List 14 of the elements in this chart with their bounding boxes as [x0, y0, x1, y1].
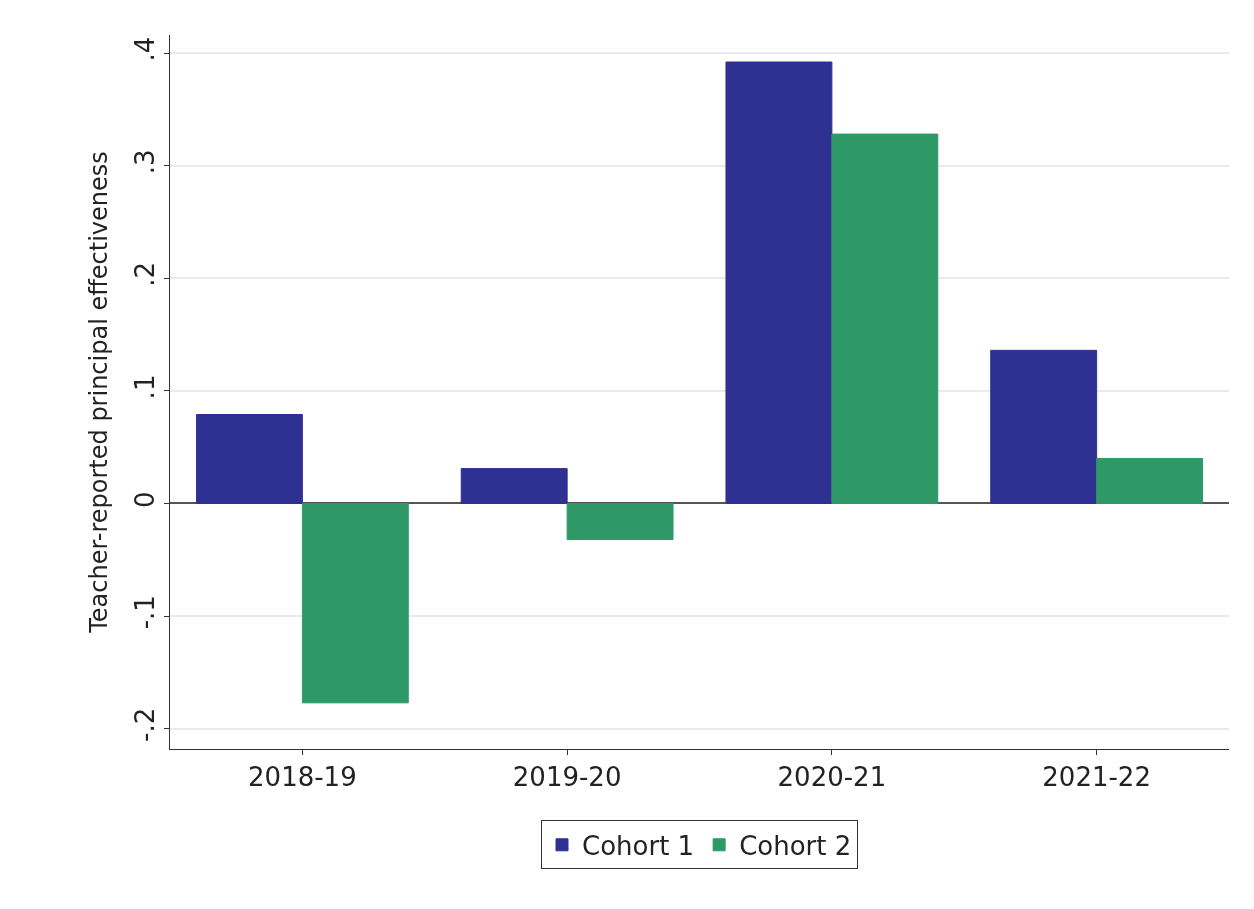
y-tick-label: 0 [129, 491, 160, 508]
y-tick-label: -.1 [129, 595, 160, 630]
x-tick-label: 2020-21 [777, 762, 887, 793]
x-tick-label: 2021-22 [1042, 762, 1151, 793]
y-axis-title: Teacher-reported principal effectiveness [84, 151, 113, 634]
legend-label: Cohort 1 [582, 830, 695, 861]
y-tick-label: .3 [129, 149, 160, 175]
legend-label: Cohort 2 [739, 830, 852, 861]
x-tick-label: 2019-20 [512, 762, 622, 793]
y-tick-label: .1 [129, 374, 160, 400]
x-tick-label: 2018-19 [248, 762, 357, 793]
y-tick-label: -.2 [129, 707, 160, 742]
y-tick-label: .4 [129, 36, 160, 62]
y-tick-label: .2 [129, 261, 160, 287]
